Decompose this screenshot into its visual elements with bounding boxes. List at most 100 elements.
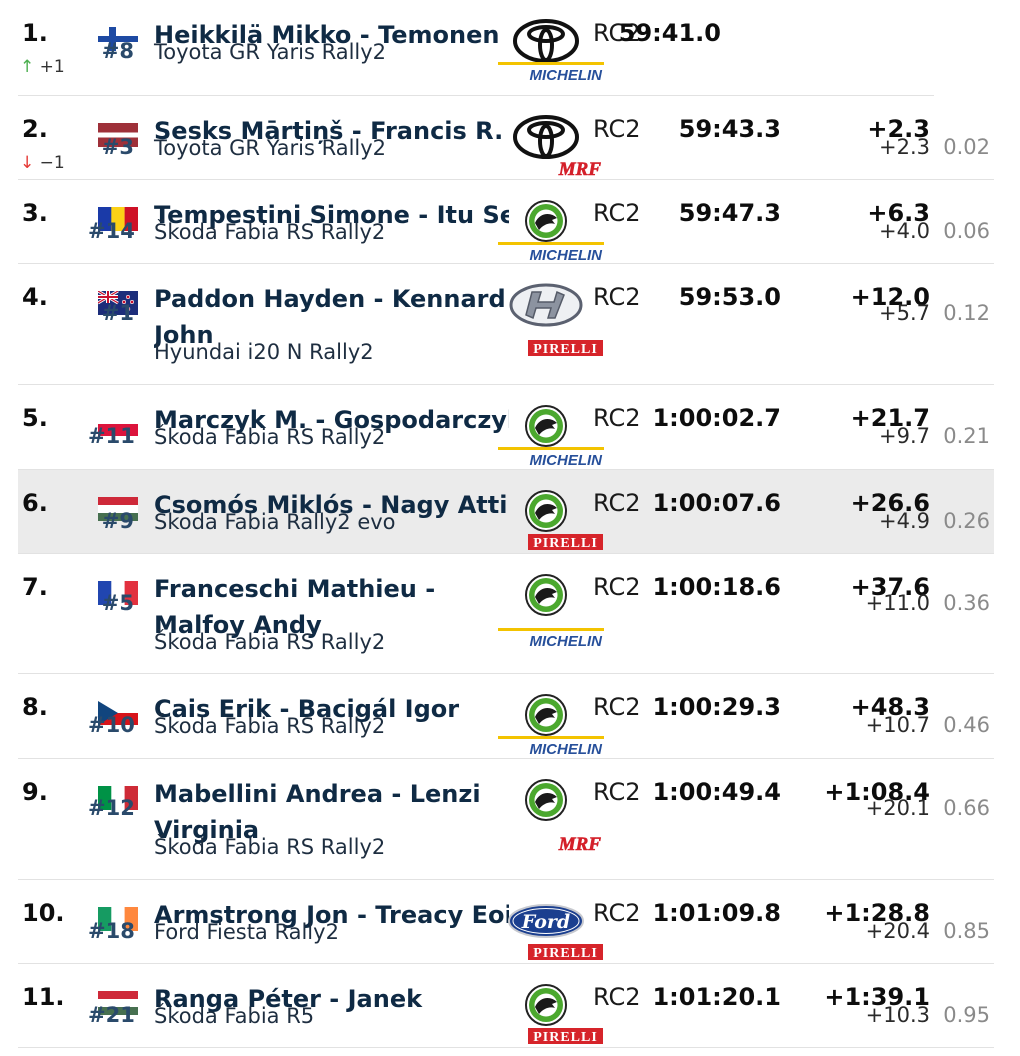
result-row[interactable]: 1. ↑ +1 #8 Heikkilä Mikko - Temonen RekoToy… bbox=[18, 0, 934, 96]
car-number: #3 bbox=[101, 135, 134, 159]
stage-time: 1:01:09.8 bbox=[652, 899, 781, 927]
car-model: Škoda Fabia RS Rally2 bbox=[154, 714, 386, 738]
class: RC2 bbox=[593, 778, 641, 806]
car-model: Škoda Fabia RS Rally2 bbox=[154, 835, 386, 859]
michelin-logo-icon: MICHELIN bbox=[476, 62, 606, 84]
crew-name[interactable]: Armstrong Jon - Treacy Eoin bbox=[154, 901, 509, 929]
gap-leader: +1:39.1 bbox=[824, 983, 930, 1011]
flag-irl-icon bbox=[98, 907, 138, 931]
stage-time: 59:43.3 bbox=[678, 115, 781, 143]
position: 7. bbox=[22, 573, 48, 601]
result-row[interactable]: 11. #21 Ranga Péter - Janek Škoda Fabia R5 P… bbox=[18, 964, 994, 1048]
gap-per-km: 0.85 bbox=[943, 919, 990, 943]
car-number: #10 bbox=[88, 713, 135, 737]
gap-leader: +6.3 bbox=[867, 199, 930, 227]
position-change: ↑ +1 bbox=[20, 57, 65, 77]
crew-name[interactable]: Cais Erik - Bacigál Igor bbox=[154, 695, 460, 723]
result-row[interactable]: 5. #11 Marczyk M. - Gospodarczyk Škoda Fabi… bbox=[18, 385, 994, 470]
pirelli-logo-icon: PIRELLI bbox=[476, 1026, 606, 1046]
skoda-logo-icon bbox=[508, 692, 584, 738]
flag-rou-icon bbox=[98, 207, 138, 231]
gap-previous: +20.1 bbox=[865, 796, 930, 820]
class: RC2 bbox=[593, 489, 641, 517]
tyre-text: MICHELIN bbox=[530, 741, 604, 756]
position-change: ↓ −1 bbox=[20, 153, 65, 173]
gap-leader: +48.3 bbox=[850, 693, 930, 721]
result-row[interactable]: 2. ↓ −1 #3 Sesks Mārtiņš - Francis R. Toyota… bbox=[18, 96, 994, 180]
stage-time: 1:00:07.6 bbox=[652, 489, 781, 517]
mrf-logo-icon: MRF bbox=[476, 158, 606, 181]
result-row[interactable]: 10. #18 Armstrong Jon - Treacy Eoin Ford Fi… bbox=[18, 880, 994, 964]
crew-name[interactable]: Sesks Mārtiņš - Francis R. bbox=[154, 117, 504, 145]
result-row[interactable]: 4. #1 Paddon Hayden - Kennard John Hyundai … bbox=[18, 264, 994, 385]
crew-name[interactable]: Ranga Péter - Janek bbox=[154, 985, 423, 1013]
crew-name[interactable]: Mabellini Andrea - Lenzi Virginia bbox=[154, 780, 481, 844]
crew-name[interactable]: Csomós Miklós - Nagy Attila bbox=[154, 491, 509, 519]
position: 3. bbox=[22, 199, 48, 227]
tyre-text: MICHELIN bbox=[530, 452, 604, 467]
stage-time: 1:00:02.7 bbox=[652, 404, 781, 432]
pirelli-logo-icon: PIRELLI bbox=[476, 338, 606, 358]
flag-fra-icon bbox=[98, 581, 138, 605]
position: 5. bbox=[22, 404, 48, 432]
gap-per-km: 0.95 bbox=[943, 1003, 990, 1027]
pirelli-logo-icon: PIRELLI bbox=[476, 532, 606, 552]
gap-previous: +9.7 bbox=[879, 424, 930, 448]
gap-per-km: 0.02 bbox=[943, 135, 990, 159]
michelin-logo-icon: MICHELIN bbox=[476, 447, 606, 469]
gap-per-km: 0.06 bbox=[943, 219, 990, 243]
tyre-text: PIRELLI bbox=[533, 1030, 598, 1045]
result-row[interactable]: 3. #14 Tempestini Simone - Itu SergiuŠkoda… bbox=[18, 180, 994, 264]
position: 11. bbox=[22, 983, 65, 1011]
stage-time: 59:41.0 bbox=[618, 19, 721, 47]
gap-leader: +21.7 bbox=[850, 404, 930, 432]
position: 9. bbox=[22, 778, 48, 806]
gap-per-km: 0.46 bbox=[943, 713, 990, 737]
gap-per-km: 0.12 bbox=[943, 301, 990, 325]
flag-pol-icon bbox=[98, 412, 138, 436]
result-row[interactable]: 7. #5 Franceschi Mathieu - Malfoy Andy Škod… bbox=[18, 554, 994, 674]
result-row[interactable]: 9. #12 Mabellini Andrea - Lenzi Virginia Šk… bbox=[18, 759, 994, 880]
gap-leader: +1:28.8 bbox=[824, 899, 930, 927]
position: 2. bbox=[22, 115, 48, 143]
crew-name[interactable]: Heikkilä Mikko - Temonen Reko bbox=[154, 21, 509, 49]
result-row[interactable]: 6. #9 Csomós Miklós - Nagy Attila Škoda Fab… bbox=[18, 470, 994, 554]
car-model: Hyundai i20 N Rally2 bbox=[154, 340, 374, 364]
ford-logo-icon: Ford bbox=[508, 898, 584, 944]
skoda-logo-icon bbox=[508, 198, 584, 244]
crew-name[interactable]: Marczyk M. - Gospodarczyk bbox=[154, 406, 509, 434]
flag-hun-icon bbox=[98, 991, 138, 1015]
gap-leader: +1:08.4 bbox=[824, 778, 930, 806]
crew-name[interactable]: Tempestini Simone - Itu Sergiu bbox=[154, 201, 509, 229]
arrow-down-icon: ↓ bbox=[20, 153, 35, 173]
position: 10. bbox=[22, 899, 65, 927]
crew-name[interactable]: Franceschi Mathieu - Malfoy Andy bbox=[154, 575, 436, 639]
car-model: Škoda Fabia RS Rally2 bbox=[154, 220, 386, 244]
gap-leader: +37.6 bbox=[850, 573, 930, 601]
gap-per-km: 0.21 bbox=[943, 424, 990, 448]
result-row[interactable]: 8. #10 Cais Erik - Bacigál Igor Škoda Fabia… bbox=[18, 674, 994, 759]
class: RC2 bbox=[593, 693, 641, 721]
toyota-logo-icon bbox=[508, 114, 584, 160]
tyre-text: MICHELIN bbox=[530, 247, 604, 262]
car-number: #1 bbox=[101, 301, 134, 325]
gap-per-km: 0.66 bbox=[943, 796, 990, 820]
stage-time: 1:00:49.4 bbox=[652, 778, 781, 806]
flag-cze-icon bbox=[98, 701, 138, 725]
flag-fin-icon bbox=[98, 27, 138, 51]
tyre-text: PIRELLI bbox=[533, 342, 598, 357]
crew-name[interactable]: Paddon Hayden - Kennard John bbox=[154, 285, 506, 349]
pirelli-logo-icon: PIRELLI bbox=[476, 942, 606, 962]
car-number: #8 bbox=[101, 39, 134, 63]
car-model: Škoda Fabia Rally2 evo bbox=[154, 510, 396, 534]
michelin-logo-icon: MICHELIN bbox=[476, 628, 606, 650]
stage-time: 1:00:18.6 bbox=[652, 573, 781, 601]
flag-nzl-icon bbox=[98, 291, 138, 315]
skoda-logo-icon bbox=[508, 572, 584, 618]
gap-per-km: 0.36 bbox=[943, 591, 990, 615]
position-change-value: −1 bbox=[39, 153, 65, 173]
car-model: Škoda Fabia R5 bbox=[154, 1004, 315, 1028]
arrow-up-icon: ↑ bbox=[20, 57, 35, 77]
michelin-logo-icon: MICHELIN bbox=[476, 242, 606, 264]
class: RC2 bbox=[593, 115, 641, 143]
